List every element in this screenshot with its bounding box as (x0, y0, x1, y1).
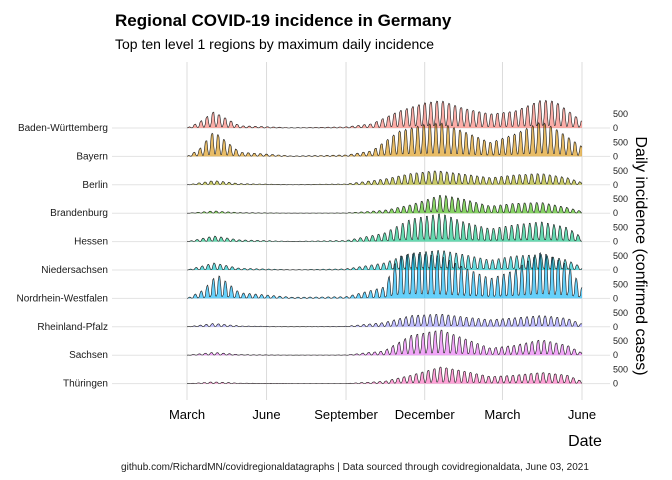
region-label: Brandenburg (50, 208, 108, 219)
ridge-area (187, 252, 582, 299)
region-label: Hessen (74, 237, 108, 248)
y-tick-label: 500 (613, 251, 628, 261)
y-tick-label: 0 (613, 350, 618, 360)
y-tick-label: 500 (613, 365, 628, 375)
region-label: Berlin (82, 180, 108, 191)
ridges (186, 99, 583, 384)
y-tick-label: 0 (613, 151, 618, 161)
y-tick-label: 500 (613, 308, 628, 318)
ridge-line (186, 313, 583, 328)
ridge-area (187, 367, 582, 384)
ridge-line (186, 252, 583, 299)
y-tick-label: 0 (613, 293, 618, 303)
ridge-line (187, 250, 583, 271)
y-tick-label: 500 (613, 336, 628, 346)
region-label: Baden-Württemberg (18, 123, 108, 134)
y-ticks: 0 500 0 500 0 500 0 500 0 500 0 500 0 500 0 500 0 500 0 500 (613, 109, 628, 389)
ridge-line (187, 194, 583, 214)
x-tick-label: June (252, 407, 280, 422)
y-tick-label: 0 (613, 322, 618, 332)
x-tick-label: June (568, 407, 596, 422)
x-tick-label: March (169, 407, 205, 422)
region-label: Sachsen (69, 350, 108, 361)
y-tick-label: 0 (613, 123, 618, 133)
y-tick-label: 500 (613, 223, 628, 233)
ridge-line (187, 213, 583, 242)
ridge-line (186, 99, 583, 129)
x-axis-title: Date (568, 433, 602, 450)
ridge-area (187, 171, 582, 185)
region-label: Nordrhein-Westfalen (16, 293, 108, 304)
region-label: Bayern (76, 151, 108, 162)
ridge-line (186, 329, 583, 356)
ridge-area (187, 314, 582, 327)
ridge-area (187, 250, 582, 270)
ridge-line (186, 121, 583, 157)
ridge-area (187, 195, 582, 214)
y-axis-title: Daily incidence (confirmed cases) (632, 136, 649, 375)
y-tick-label: 0 (613, 265, 618, 275)
chart-caption: github.com/RichardMN/covidregionaldatagr… (121, 462, 589, 473)
ridge-line (187, 366, 583, 384)
x-tick-label: September (314, 407, 378, 422)
y-tick-label: 0 (613, 237, 618, 247)
y-tick-label: 0 (613, 379, 618, 389)
y-tick-label: 500 (613, 137, 628, 147)
ridge-line (186, 170, 583, 186)
y-tick-label: 0 (613, 180, 618, 190)
x-ticks: March June September December March June (169, 407, 596, 422)
ridge-area (187, 122, 582, 157)
region-label: Rheinland-Pfalz (37, 322, 108, 333)
x-tick-label: March (484, 407, 520, 422)
y-tick-label: 500 (613, 166, 628, 176)
y-tick-label: 500 (613, 109, 628, 119)
chart-title: Regional COVID-19 incidence in Germany (115, 11, 452, 30)
ridge-area (187, 330, 582, 356)
y-tick-label: 500 (613, 194, 628, 204)
region-label: Niedersachsen (41, 265, 108, 276)
x-tick-label: December (395, 407, 456, 422)
region-label: Thüringen (63, 379, 108, 390)
y-tick-label: 0 (613, 208, 618, 218)
region-labels: Baden-Württemberg Bayern Berlin Brandenburg… (16, 123, 108, 390)
y-tick-label: 500 (613, 279, 628, 289)
chart-subtitle: Top ten level 1 regions by maximum daily… (115, 36, 434, 52)
